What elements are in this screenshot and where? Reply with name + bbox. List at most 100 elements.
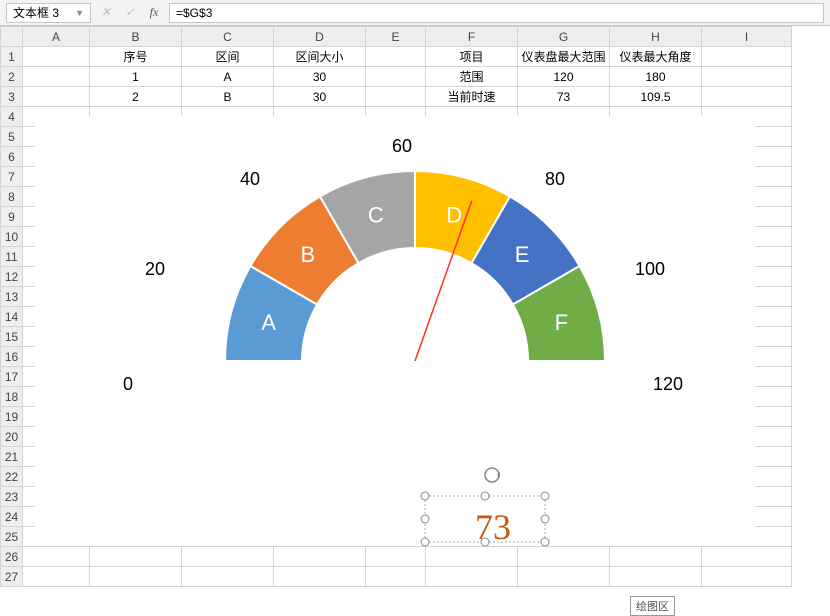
col-header[interactable]: H — [610, 27, 702, 47]
cell[interactable]: B — [182, 87, 274, 107]
cell[interactable] — [366, 67, 426, 87]
row-header[interactable]: 6 — [1, 147, 23, 167]
cell[interactable] — [23, 567, 90, 587]
row-header[interactable]: 2 — [1, 67, 23, 87]
cell[interactable] — [366, 567, 426, 587]
cell[interactable]: 序号 — [90, 47, 182, 67]
row-header[interactable]: 15 — [1, 327, 23, 347]
gauge-tick-label: 20 — [145, 259, 165, 280]
row-header[interactable]: 14 — [1, 307, 23, 327]
cell[interactable] — [610, 567, 702, 587]
plotarea-tooltip: 绘图区 — [630, 596, 675, 616]
cell[interactable] — [182, 567, 274, 587]
row-header[interactable]: 19 — [1, 407, 23, 427]
cell[interactable]: 仪表盘最大范围 — [518, 47, 610, 67]
fx-icon[interactable]: fx — [143, 3, 165, 23]
cell[interactable] — [90, 567, 182, 587]
col-header[interactable]: G — [518, 27, 610, 47]
cell[interactable] — [702, 547, 792, 567]
row-header[interactable]: 25 — [1, 527, 23, 547]
cell[interactable] — [23, 87, 90, 107]
row-header[interactable]: 22 — [1, 467, 23, 487]
row-header[interactable]: 12 — [1, 267, 23, 287]
col-header[interactable]: D — [274, 27, 366, 47]
cell[interactable] — [702, 47, 792, 67]
cell[interactable] — [23, 67, 90, 87]
name-box[interactable]: 文本框 3 ▼ — [6, 3, 91, 23]
row-header[interactable]: 21 — [1, 447, 23, 467]
row-header[interactable]: 24 — [1, 507, 23, 527]
cell[interactable] — [23, 47, 90, 67]
formula-buttons: ✕ ✓ fx — [95, 3, 165, 23]
cell[interactable] — [274, 567, 366, 587]
cell[interactable]: A — [182, 67, 274, 87]
cell[interactable] — [366, 87, 426, 107]
gauge-chart: ABCDEF 020406080100120 — [165, 131, 665, 391]
cell[interactable]: 范围 — [426, 67, 518, 87]
row-header[interactable]: 27 — [1, 567, 23, 587]
row-header[interactable]: 8 — [1, 187, 23, 207]
col-header[interactable]: E — [366, 27, 426, 47]
row-header[interactable]: 4 — [1, 107, 23, 127]
row-header[interactable]: 7 — [1, 167, 23, 187]
gauge-tick-label: 120 — [653, 374, 683, 395]
svg-text:C: C — [368, 203, 384, 228]
cell[interactable]: 109.5 — [610, 87, 702, 107]
cell[interactable] — [610, 547, 702, 567]
row-header[interactable]: 3 — [1, 87, 23, 107]
gauge-tick-label: 0 — [123, 374, 133, 395]
cell[interactable]: 180 — [610, 67, 702, 87]
value-textbox[interactable]: 73 — [433, 504, 553, 550]
shape-rotate-icon[interactable] — [483, 466, 501, 487]
row-header[interactable]: 20 — [1, 427, 23, 447]
svg-text:A: A — [261, 310, 276, 335]
cell[interactable] — [702, 87, 792, 107]
formula-text: =$G$3 — [176, 6, 212, 20]
row-header[interactable]: 10 — [1, 227, 23, 247]
row-header[interactable]: 1 — [1, 47, 23, 67]
col-header[interactable]: A — [23, 27, 90, 47]
row-header[interactable]: 17 — [1, 367, 23, 387]
cell[interactable] — [366, 47, 426, 67]
cancel-icon[interactable]: ✕ — [95, 3, 117, 23]
cell[interactable] — [90, 547, 182, 567]
row-header[interactable]: 23 — [1, 487, 23, 507]
row-header[interactable]: 5 — [1, 127, 23, 147]
row-header[interactable]: 13 — [1, 287, 23, 307]
cell[interactable] — [23, 547, 90, 567]
cell[interactable]: 仪表最大角度 — [610, 47, 702, 67]
cell[interactable] — [182, 547, 274, 567]
cell[interactable]: 2 — [90, 87, 182, 107]
cell[interactable] — [518, 567, 610, 587]
row-header[interactable]: 26 — [1, 547, 23, 567]
cell[interactable]: 1 — [90, 67, 182, 87]
row-header[interactable]: 16 — [1, 347, 23, 367]
cell[interactable]: 项目 — [426, 47, 518, 67]
col-header[interactable]: I — [702, 27, 792, 47]
row-header[interactable]: 18 — [1, 387, 23, 407]
gauge-tick-label: 60 — [392, 136, 412, 157]
cell[interactable] — [426, 567, 518, 587]
accept-icon[interactable]: ✓ — [119, 3, 141, 23]
gauge-tick-label: 40 — [240, 169, 260, 190]
cell[interactable]: 73 — [518, 87, 610, 107]
cell[interactable]: 区间大小 — [274, 47, 366, 67]
row-header[interactable]: 11 — [1, 247, 23, 267]
row-header[interactable]: 9 — [1, 207, 23, 227]
col-header[interactable]: B — [90, 27, 182, 47]
svg-text:B: B — [301, 242, 316, 267]
gauge-tick-label: 80 — [545, 169, 565, 190]
cell[interactable] — [366, 547, 426, 567]
cell[interactable]: 120 — [518, 67, 610, 87]
cell[interactable] — [702, 67, 792, 87]
cell[interactable]: 30 — [274, 87, 366, 107]
chart-area[interactable]: ABCDEF 020406080100120 73 绘图区 — [35, 116, 755, 546]
cell[interactable] — [702, 567, 792, 587]
cell[interactable]: 30 — [274, 67, 366, 87]
col-header[interactable]: F — [426, 27, 518, 47]
cell[interactable]: 区间 — [182, 47, 274, 67]
col-header[interactable]: C — [182, 27, 274, 47]
formula-bar[interactable]: =$G$3 — [169, 3, 824, 23]
cell[interactable] — [274, 547, 366, 567]
cell[interactable]: 当前时速 — [426, 87, 518, 107]
